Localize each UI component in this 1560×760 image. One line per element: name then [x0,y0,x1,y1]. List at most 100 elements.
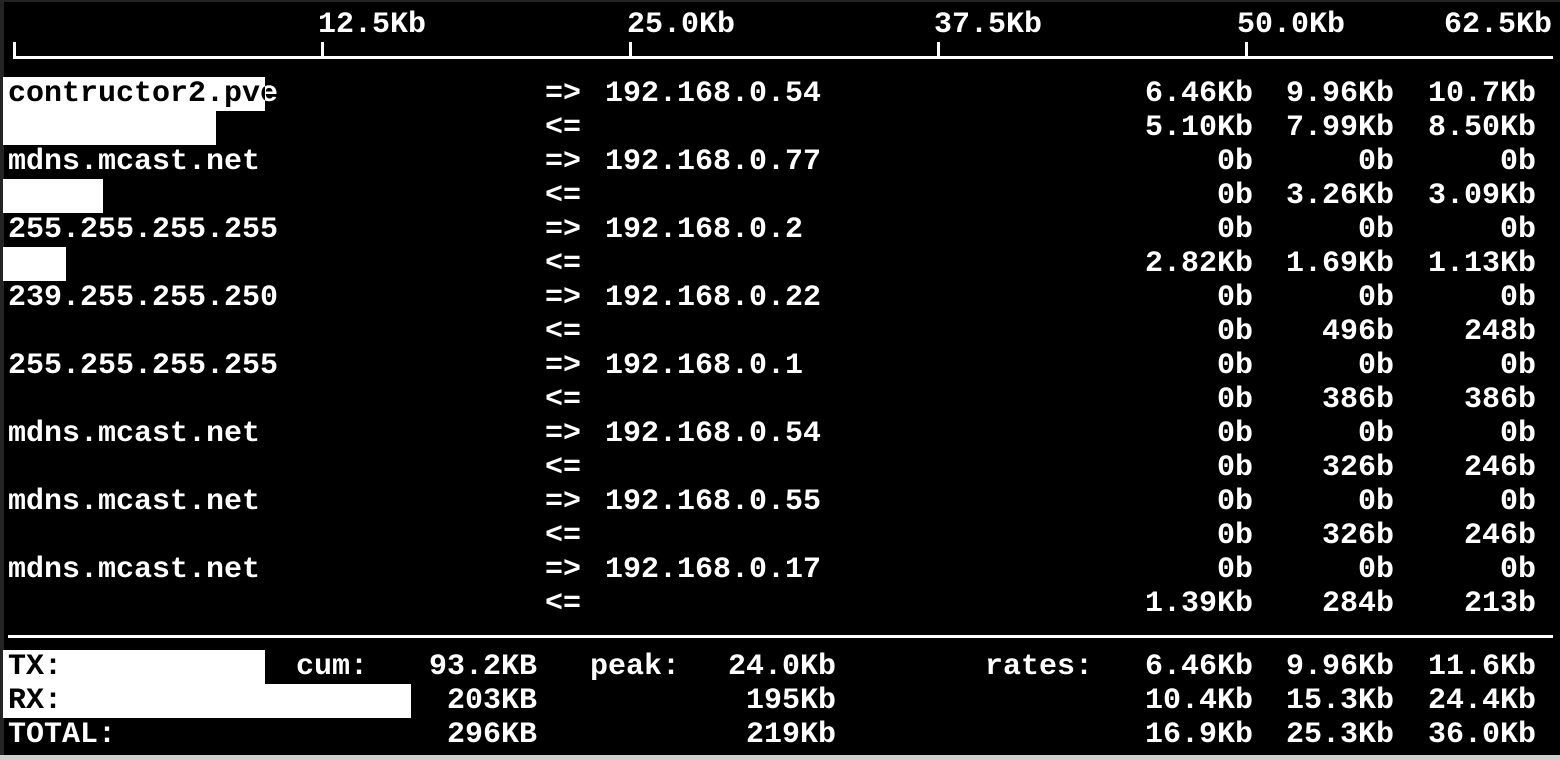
flow-rate-40s: 0b [1499,281,1536,315]
total-rate-2s: 10.4Kb [1144,684,1253,718]
scale-label: 25.0Kb [627,8,736,42]
scale-tick [937,42,940,58]
scale-tick [1245,42,1248,58]
flow-host: mdns.mcast.net [8,485,261,519]
total-cum-value: 93.2KB [428,650,537,684]
total-row: TX: 93.2KB 24.0Kb 6.46Kb 9.96Kb 11.6Kb [0,650,1560,684]
flow-row: 255.255.255.255 => 192.168.0.2 0b 0b 0b [0,213,1560,247]
flow-rate-10s: 0b [1357,485,1394,519]
flow-direction-arrow: => [545,213,582,247]
flow-rate-10s: 0b [1357,213,1394,247]
total-row-label: RX: [8,684,63,718]
flow-rate-2s: 0b [1216,417,1253,451]
total-cum-value: 203KB [446,684,537,718]
flow-rate-10s: 284b [1321,587,1394,621]
total-row: TOTAL: 296KB 219Kb 16.9Kb 25.3Kb 36.0Kb [0,718,1560,752]
flow-rate-40s: 0b [1499,553,1536,587]
scale-axis-line [13,56,1553,59]
scale-tick [629,42,632,58]
flow-rate-10s: 7.99Kb [1285,111,1394,145]
total-rate-10s: 9.96Kb [1285,650,1394,684]
total-rate-2s: 16.9Kb [1144,718,1253,752]
total-rate-40s: 36.0Kb [1427,718,1536,752]
total-rate-2s: 6.46Kb [1144,650,1253,684]
flow-direction-arrow: <= [545,247,582,281]
flow-rate-10s: 0b [1357,553,1394,587]
flow-rate-2s: 6.46Kb [1144,77,1253,111]
flow-rate-40s: 10.7Kb [1427,77,1536,111]
flow-direction-arrow: <= [545,179,582,213]
flow-direction-arrow: => [545,281,582,315]
flow-peer-address: 192.168.0.54 [605,417,822,451]
flow-rate-2s: 0b [1216,315,1253,349]
flow-direction-arrow: <= [545,587,582,621]
flow-row: mdns.mcast.net => 192.168.0.17 0b 0b 0b [0,553,1560,587]
flow-row: mdns.mcast.net => 192.168.0.77 0b 0b 0b [0,145,1560,179]
bandwidth-scale: 12.5Kb 25.0Kb 37.5Kb 50.0Kb 62.5Kb [0,8,1560,612]
scale-tick [13,42,16,58]
flow-rate-40s: 0b [1499,213,1536,247]
flow-direction-arrow: => [545,553,582,587]
traffic-bar [3,111,216,145]
total-traffic-bar [3,650,265,684]
total-cum-value: 296KB [446,718,537,752]
flow-peer-address: 192.168.0.54 [605,77,822,111]
total-peak-value: 219Kb [745,718,836,752]
flow-rate-2s: 0b [1216,179,1253,213]
flow-peer-address: 192.168.0.1 [605,349,804,383]
total-traffic-bar [3,684,411,718]
flow-host: 239.255.255.250 [8,281,279,315]
flow-peer-address: 192.168.0.17 [605,553,822,587]
flow-rate-40s: 3.09Kb [1427,179,1536,213]
flow-rate-2s: 2.82Kb [1144,247,1253,281]
flow-rate-2s: 0b [1216,485,1253,519]
flow-rate-40s: 246b [1463,451,1536,485]
total-row-label: TX: [8,650,63,684]
flow-direction-arrow: <= [545,519,582,553]
scale-label: 62.5Kb [1444,8,1553,42]
flow-rate-2s: 0b [1216,553,1253,587]
flow-rate-40s: 0b [1499,145,1536,179]
flow-host: mdns.mcast.net [8,417,261,451]
flow-rate-2s: 1.39Kb [1144,587,1253,621]
footer-divider [8,635,1553,638]
total-rate-40s: 24.4Kb [1427,684,1536,718]
flow-direction-arrow: => [545,485,582,519]
scale-tick [321,42,324,58]
flow-rate-2s: 0b [1216,383,1253,417]
flow-direction-arrow: => [545,145,582,179]
flow-rate-10s: 0b [1357,281,1394,315]
total-rate-40s: 11.6Kb [1427,650,1536,684]
scale-label: 37.5Kb [934,8,1043,42]
window-bottom-edge [0,755,1560,760]
flow-rate-40s: 8.50Kb [1427,111,1536,145]
flow-rate-2s: 0b [1216,281,1253,315]
total-peak-value: 195Kb [745,684,836,718]
flow-rate-10s: 326b [1321,519,1394,553]
flow-rate-2s: 5.10Kb [1144,111,1253,145]
flow-peer-address: 192.168.0.77 [605,145,822,179]
flow-row: 255.255.255.255 => 192.168.0.1 0b 0b 0b [0,349,1560,383]
traffic-bar [3,179,103,213]
flow-row: <= 5.10Kb 7.99Kb 8.50Kb [0,111,1560,145]
flow-rate-10s: 0b [1357,349,1394,383]
flow-direction-arrow: <= [545,315,582,349]
window-left-edge [0,0,4,760]
scale-label: 12.5Kb [318,8,427,42]
flow-row: <= 2.82Kb 1.69Kb 1.13Kb [0,247,1560,281]
flow-row: <= 0b 3.26Kb 3.09Kb [0,179,1560,213]
traffic-bar [3,247,66,281]
flow-row: <= 1.39Kb 284b 213b [0,587,1560,621]
scale-label: 50.0Kb [1237,8,1346,42]
flow-rate-2s: 0b [1216,349,1253,383]
flow-direction-arrow: => [545,77,582,111]
flow-rate-2s: 0b [1216,213,1253,247]
flow-rate-40s: 0b [1499,417,1536,451]
flow-rate-40s: 213b [1463,587,1536,621]
peak-header: peak: [590,650,681,684]
flow-rate-40s: 246b [1463,519,1536,553]
flow-rate-2s: 0b [1216,145,1253,179]
